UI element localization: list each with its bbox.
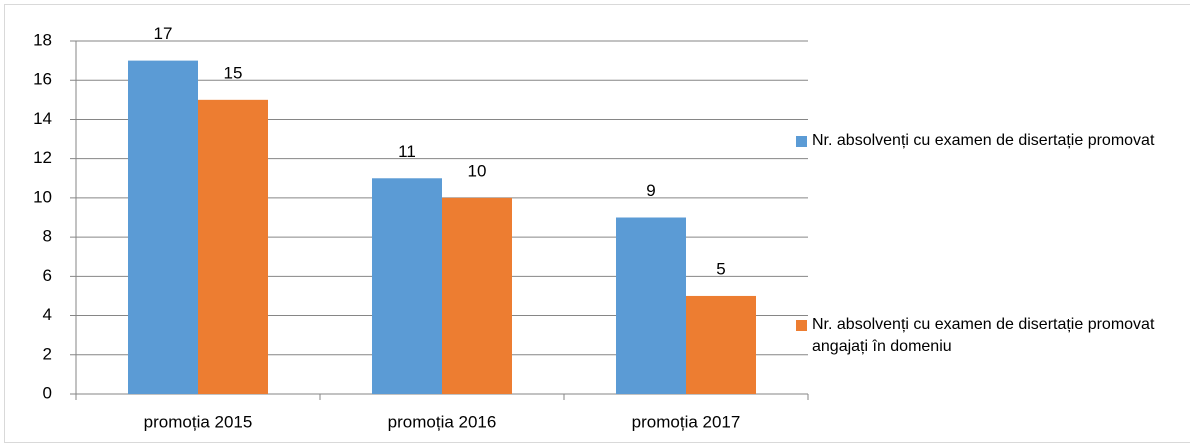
data-label: 11 xyxy=(398,142,416,161)
y-tick-label: 6 xyxy=(43,266,52,285)
chart-border xyxy=(4,4,1190,443)
x-tick-label: promoția 2016 xyxy=(388,412,497,431)
data-label: 9 xyxy=(646,181,655,200)
legend-swatch xyxy=(796,320,807,331)
y-tick-label: 12 xyxy=(33,148,52,167)
x-tick-label: promoția 2017 xyxy=(632,412,741,431)
data-label: 10 xyxy=(468,161,487,180)
bar xyxy=(198,99,268,394)
data-label: 17 xyxy=(154,24,173,43)
y-tick-label: 4 xyxy=(43,305,52,324)
legend-entry: Nr. absolvenți cu examen de disertație p… xyxy=(812,132,1155,149)
y-tick-label: 16 xyxy=(33,70,52,89)
bar xyxy=(616,217,686,394)
y-tick-label: 14 xyxy=(33,109,52,128)
legend-swatch xyxy=(796,136,807,147)
y-tick-label: 8 xyxy=(43,227,52,246)
bar xyxy=(128,60,198,394)
y-tick-label: 18 xyxy=(33,30,52,49)
y-tick-label: 10 xyxy=(33,187,52,206)
bar xyxy=(686,295,756,394)
data-label: 15 xyxy=(224,63,243,82)
bar xyxy=(442,197,512,394)
x-tick-label: promoția 2015 xyxy=(144,412,253,431)
bar xyxy=(372,178,442,394)
y-tick-label: 2 xyxy=(43,344,52,363)
legend-entry: Nr. absolvenți cu examen de disertație p… xyxy=(812,316,1155,355)
y-tick-label: 0 xyxy=(43,383,52,402)
data-label: 5 xyxy=(716,259,725,278)
